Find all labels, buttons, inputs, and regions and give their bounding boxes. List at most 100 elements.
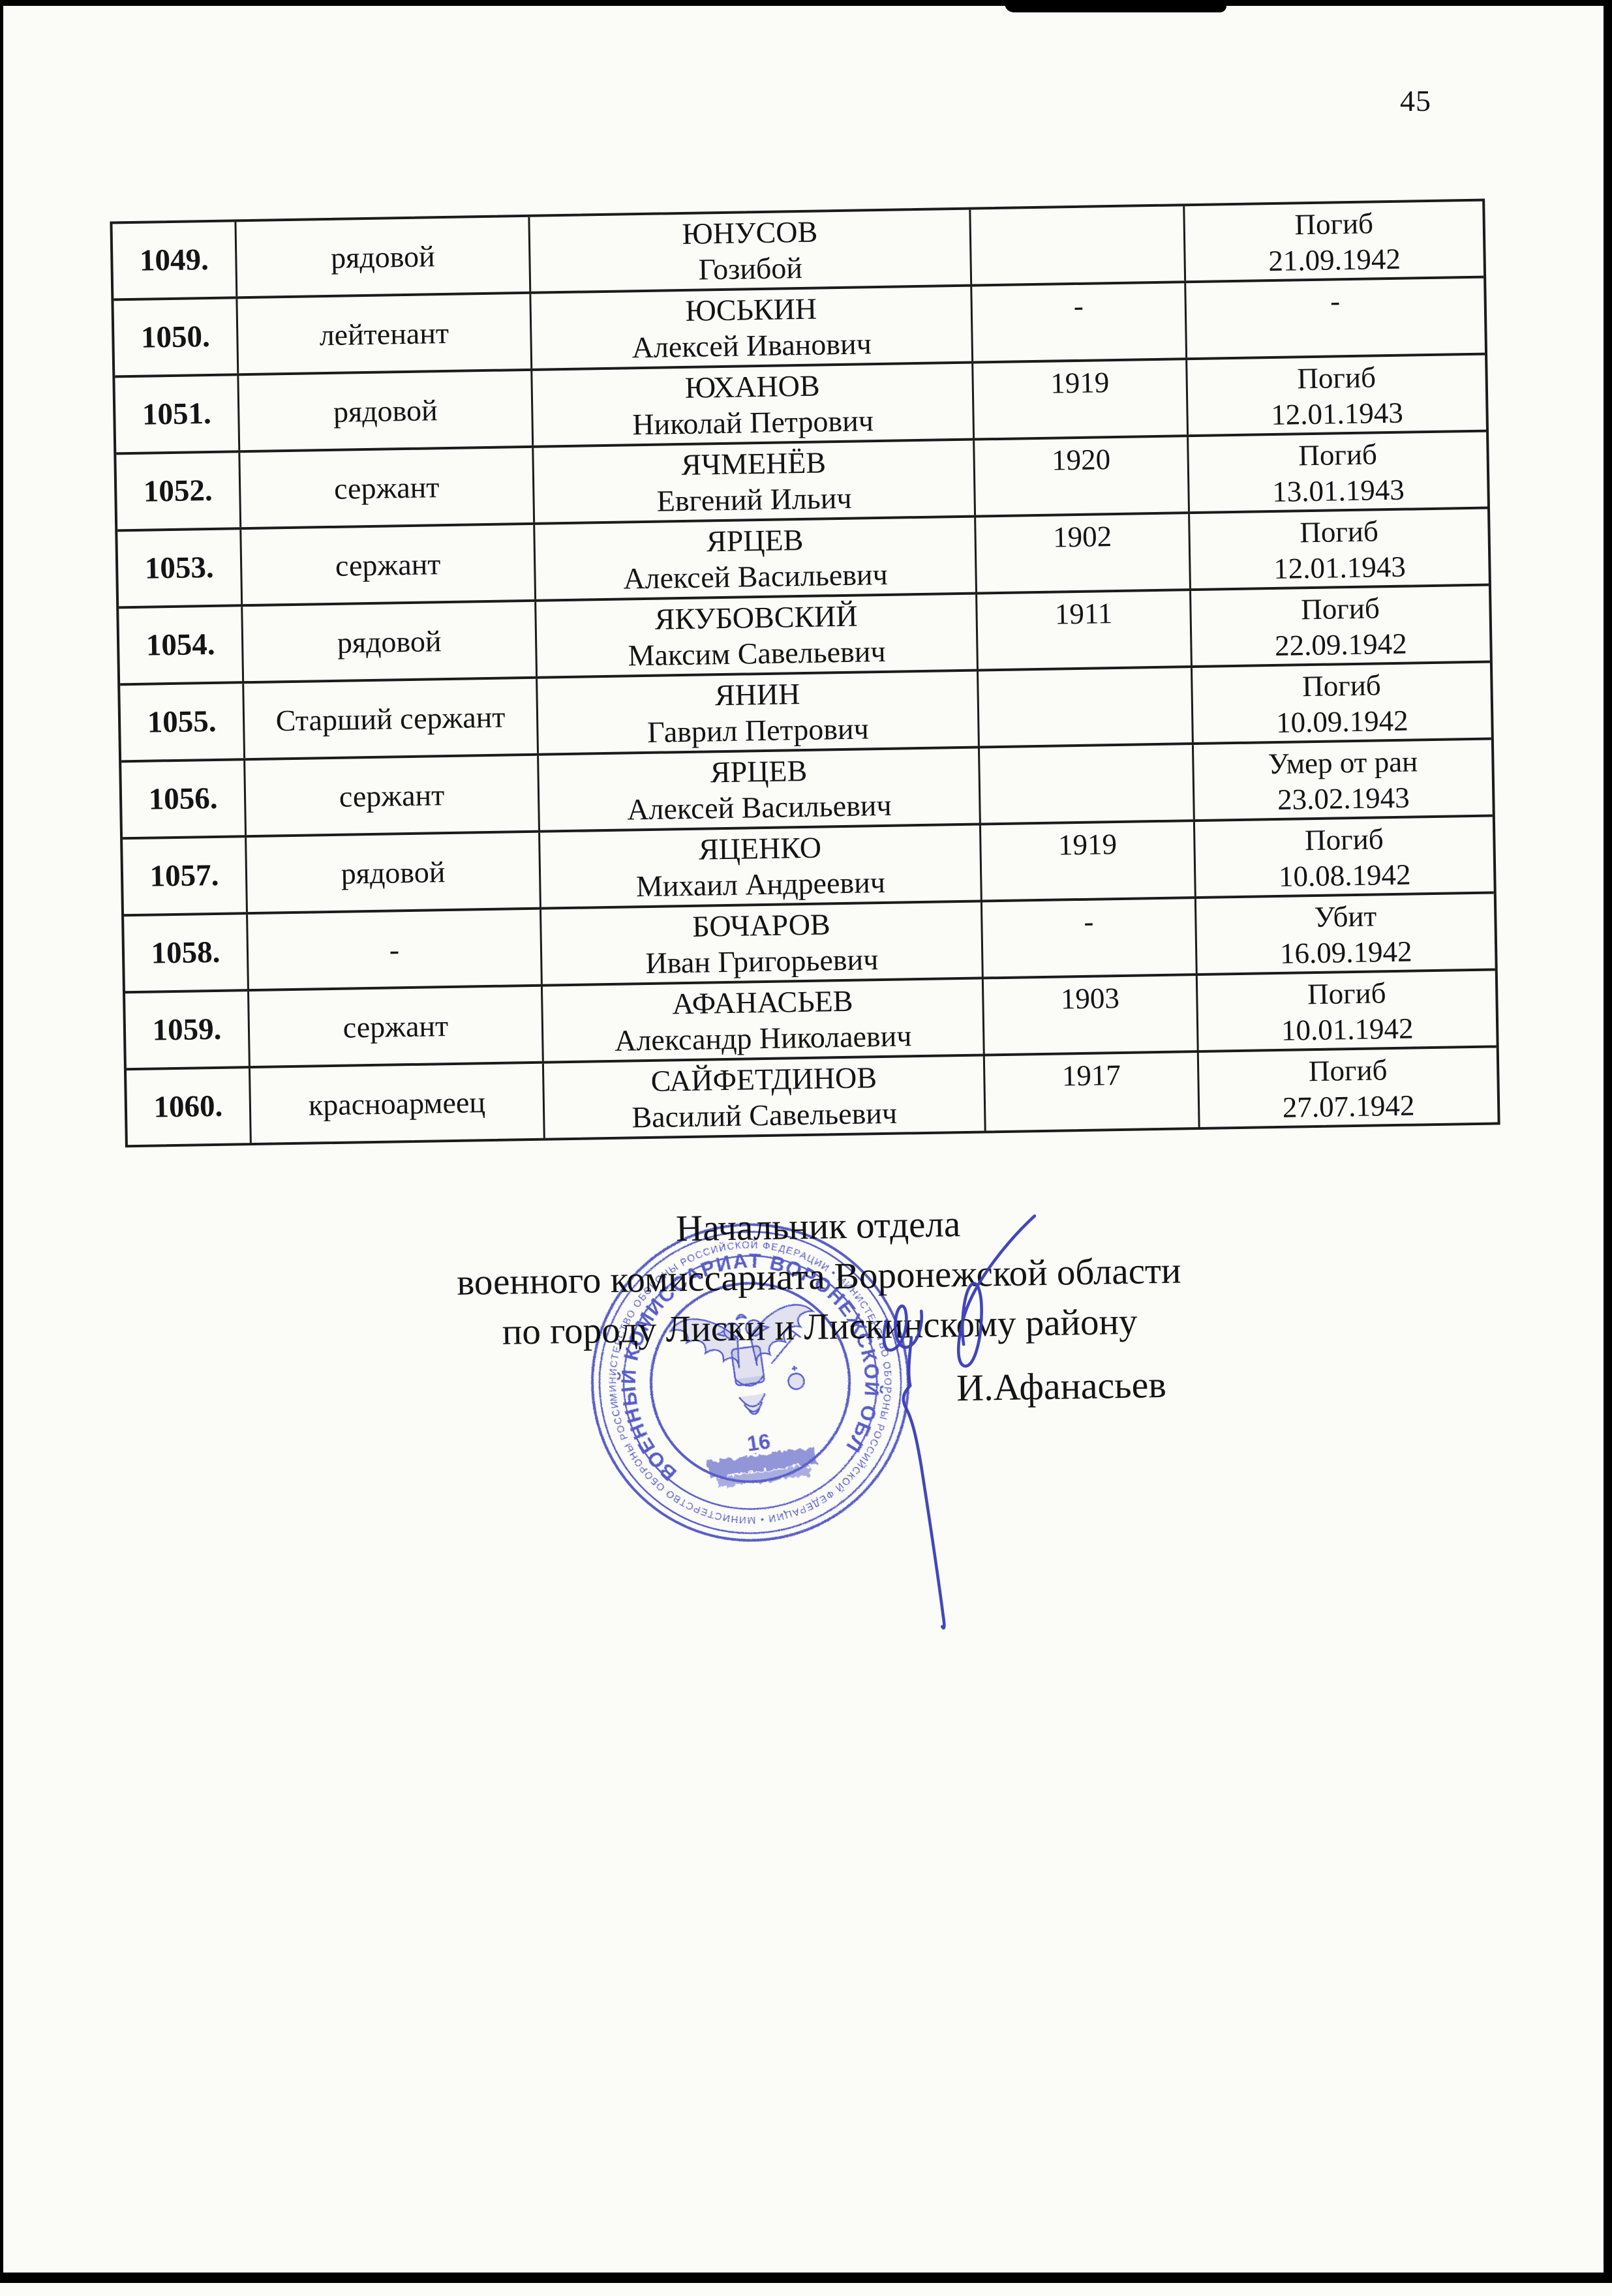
name-cell: ЮСЬКИН Алексей Иванович [531,286,974,369]
birth-year: 1902 [1052,520,1112,554]
fate-cell: Погиб 12.01.1943 [1187,355,1486,435]
name-cell: БОЧАРОВ Иван Григорьевич [541,902,984,984]
rank-label: сержант [339,778,445,813]
rank-label: рядовой [341,854,446,890]
fate-status-line: - [1330,284,1341,318]
seal-center-number: 16 [746,1429,772,1456]
handwritten-signature [882,1214,1037,1630]
fate-date-line: 22.09.1942 [1274,627,1408,662]
rank-cell: Старший сержант [244,678,540,759]
row-number: 1055. [147,704,217,740]
fate-date-line: 10.08.1942 [1278,858,1411,893]
given-name-line: Гозибой [698,250,803,286]
rank-cell: красноармеец [250,1063,545,1143]
fate-status-line: Погиб [1298,438,1378,472]
surname-line: ЯРЦЕВ [706,522,804,558]
rank-label: рядовой [333,393,438,429]
scan-edge-bottom [0,2273,1612,2283]
row-number-cell: 1052. [116,453,242,530]
eagle-right-beak [761,1325,770,1332]
fate-status-line: Погиб [1297,361,1376,395]
row-number: 1052. [143,473,213,509]
birth-year: 1919 [1050,366,1110,400]
seal-outer-circle [591,1223,910,1542]
rank-label: лейтенант [319,316,449,352]
birth-year-cell [979,668,1194,746]
given-name-line: Евгений Ильич [656,481,852,518]
name-cell: ЯРЦЕВ Алексей Васильевич [535,517,978,599]
row-number: 1058. [151,935,221,971]
row-number: 1060. [153,1089,223,1125]
fate-status-line: Погиб [1294,207,1374,241]
birth-year: 1917 [1061,1059,1121,1093]
fate-cell: Погиб 21.09.1942 [1185,202,1483,281]
row-number: 1056. [148,781,218,817]
row-number-cell: 1051. [115,376,241,453]
fate-date-line: 13.01.1943 [1271,473,1405,509]
given-name-line: Александр Николаевич [614,1018,912,1057]
row-number: 1054. [145,627,215,663]
rank-cell: рядовой [243,601,538,682]
row-number: 1051. [142,396,212,432]
name-cell: САЙФЕТДИНОВ Василий Савельевич [543,1056,986,1138]
birth-year-cell: 1911 [977,591,1193,669]
rank-cell: - [248,909,543,989]
birth-year: 1911 [1054,597,1113,631]
row-number-cell: 1049. [112,222,238,299]
surname-line: ЯКУБОВСКИЙ [654,599,858,636]
birth-year-cell: 1917 [984,1053,1200,1131]
fate-date-line: 12.01.1943 [1273,550,1407,586]
surname-line: БОЧАРОВ [692,907,831,943]
fate-status-line: Погиб [1299,515,1379,549]
rank-label: рядовой [330,239,436,275]
fate-cell: Умер от ран 23.02.1943 [1194,740,1493,820]
row-number-cell: 1060. [126,1068,252,1145]
casualty-table: 1049. рядовой ЮНУСОВ Гозибой Погиб 21.09.1942… [110,198,1500,1148]
fate-date-line: 10.01.1942 [1281,1012,1414,1047]
scan-edge-top-blob [1005,0,1226,12]
row-number-cell: 1057. [123,838,248,914]
fate-cell: Погиб 10.09.1942 [1193,663,1491,743]
birth-year: - [1083,905,1094,938]
birth-year: 1903 [1060,982,1120,1016]
row-number-cell: 1056. [121,761,247,838]
surname-line: ЯЦЕНКО [698,830,822,866]
birth-year-cell [971,206,1187,284]
eagle-left-head [723,1322,741,1340]
fate-date-line: 10.09.1942 [1275,704,1409,739]
birth-year: 1919 [1057,828,1118,862]
birth-year-cell: 1920 [975,437,1191,515]
row-number-cell: 1058. [124,914,249,991]
fate-date-line: 16.09.1942 [1279,935,1412,970]
birth-year-cell: - [982,899,1198,977]
double-headed-eagle-icon [669,1304,815,1415]
name-cell: ЯЧМЕНЁВ Евгений Ильич [534,440,977,522]
fate-status-line: Погиб [1307,976,1386,1011]
eagle-crown [735,1314,748,1321]
row-number: 1053. [144,550,215,586]
surname-line: ЮХАНОВ [684,369,820,404]
fate-status-line: Погиб [1300,592,1380,626]
fate-status-line: Умер от ран [1268,745,1418,781]
name-cell: ЯКУБОВСКИЙ Максим Савельевич [536,594,979,676]
given-name-line: Василий Савельевич [631,1096,898,1134]
eagle-right-wing [749,1304,815,1367]
eagle-tail [738,1393,766,1415]
eagle-shield-bottom [735,1374,765,1387]
rank-cell: рядовой [236,217,532,297]
fate-date-line: 21.09.1942 [1268,242,1401,278]
fate-status-line: Погиб [1304,823,1384,857]
rank-cell: сержант [241,524,537,605]
given-name-line: Михаил Андреевич [635,865,886,903]
fate-cell: Погиб 13.01.1943 [1189,432,1487,512]
name-cell: ЯЦЕНКО Михаил Андреевич [540,825,982,907]
surname-line: ЯНИН [714,676,800,712]
fate-cell: Погиб 12.01.1943 [1190,509,1489,589]
fate-cell: Убит 16.09.1942 [1196,894,1495,973]
name-cell: ЯНИН Гаврил Петрович [538,671,980,753]
birth-year: 1920 [1051,443,1111,477]
fate-date-line: 27.07.1942 [1282,1089,1415,1124]
seal-mid-circle [622,1255,878,1510]
name-cell: ЯРЦЕВ Алексей Васильевич [539,748,981,830]
official-seal-stamp: МИНИСТЕРСТВО ОБОРОНЫ РОССИЙСКОЙ ФЕДЕРАЦИ… [578,1210,912,1548]
